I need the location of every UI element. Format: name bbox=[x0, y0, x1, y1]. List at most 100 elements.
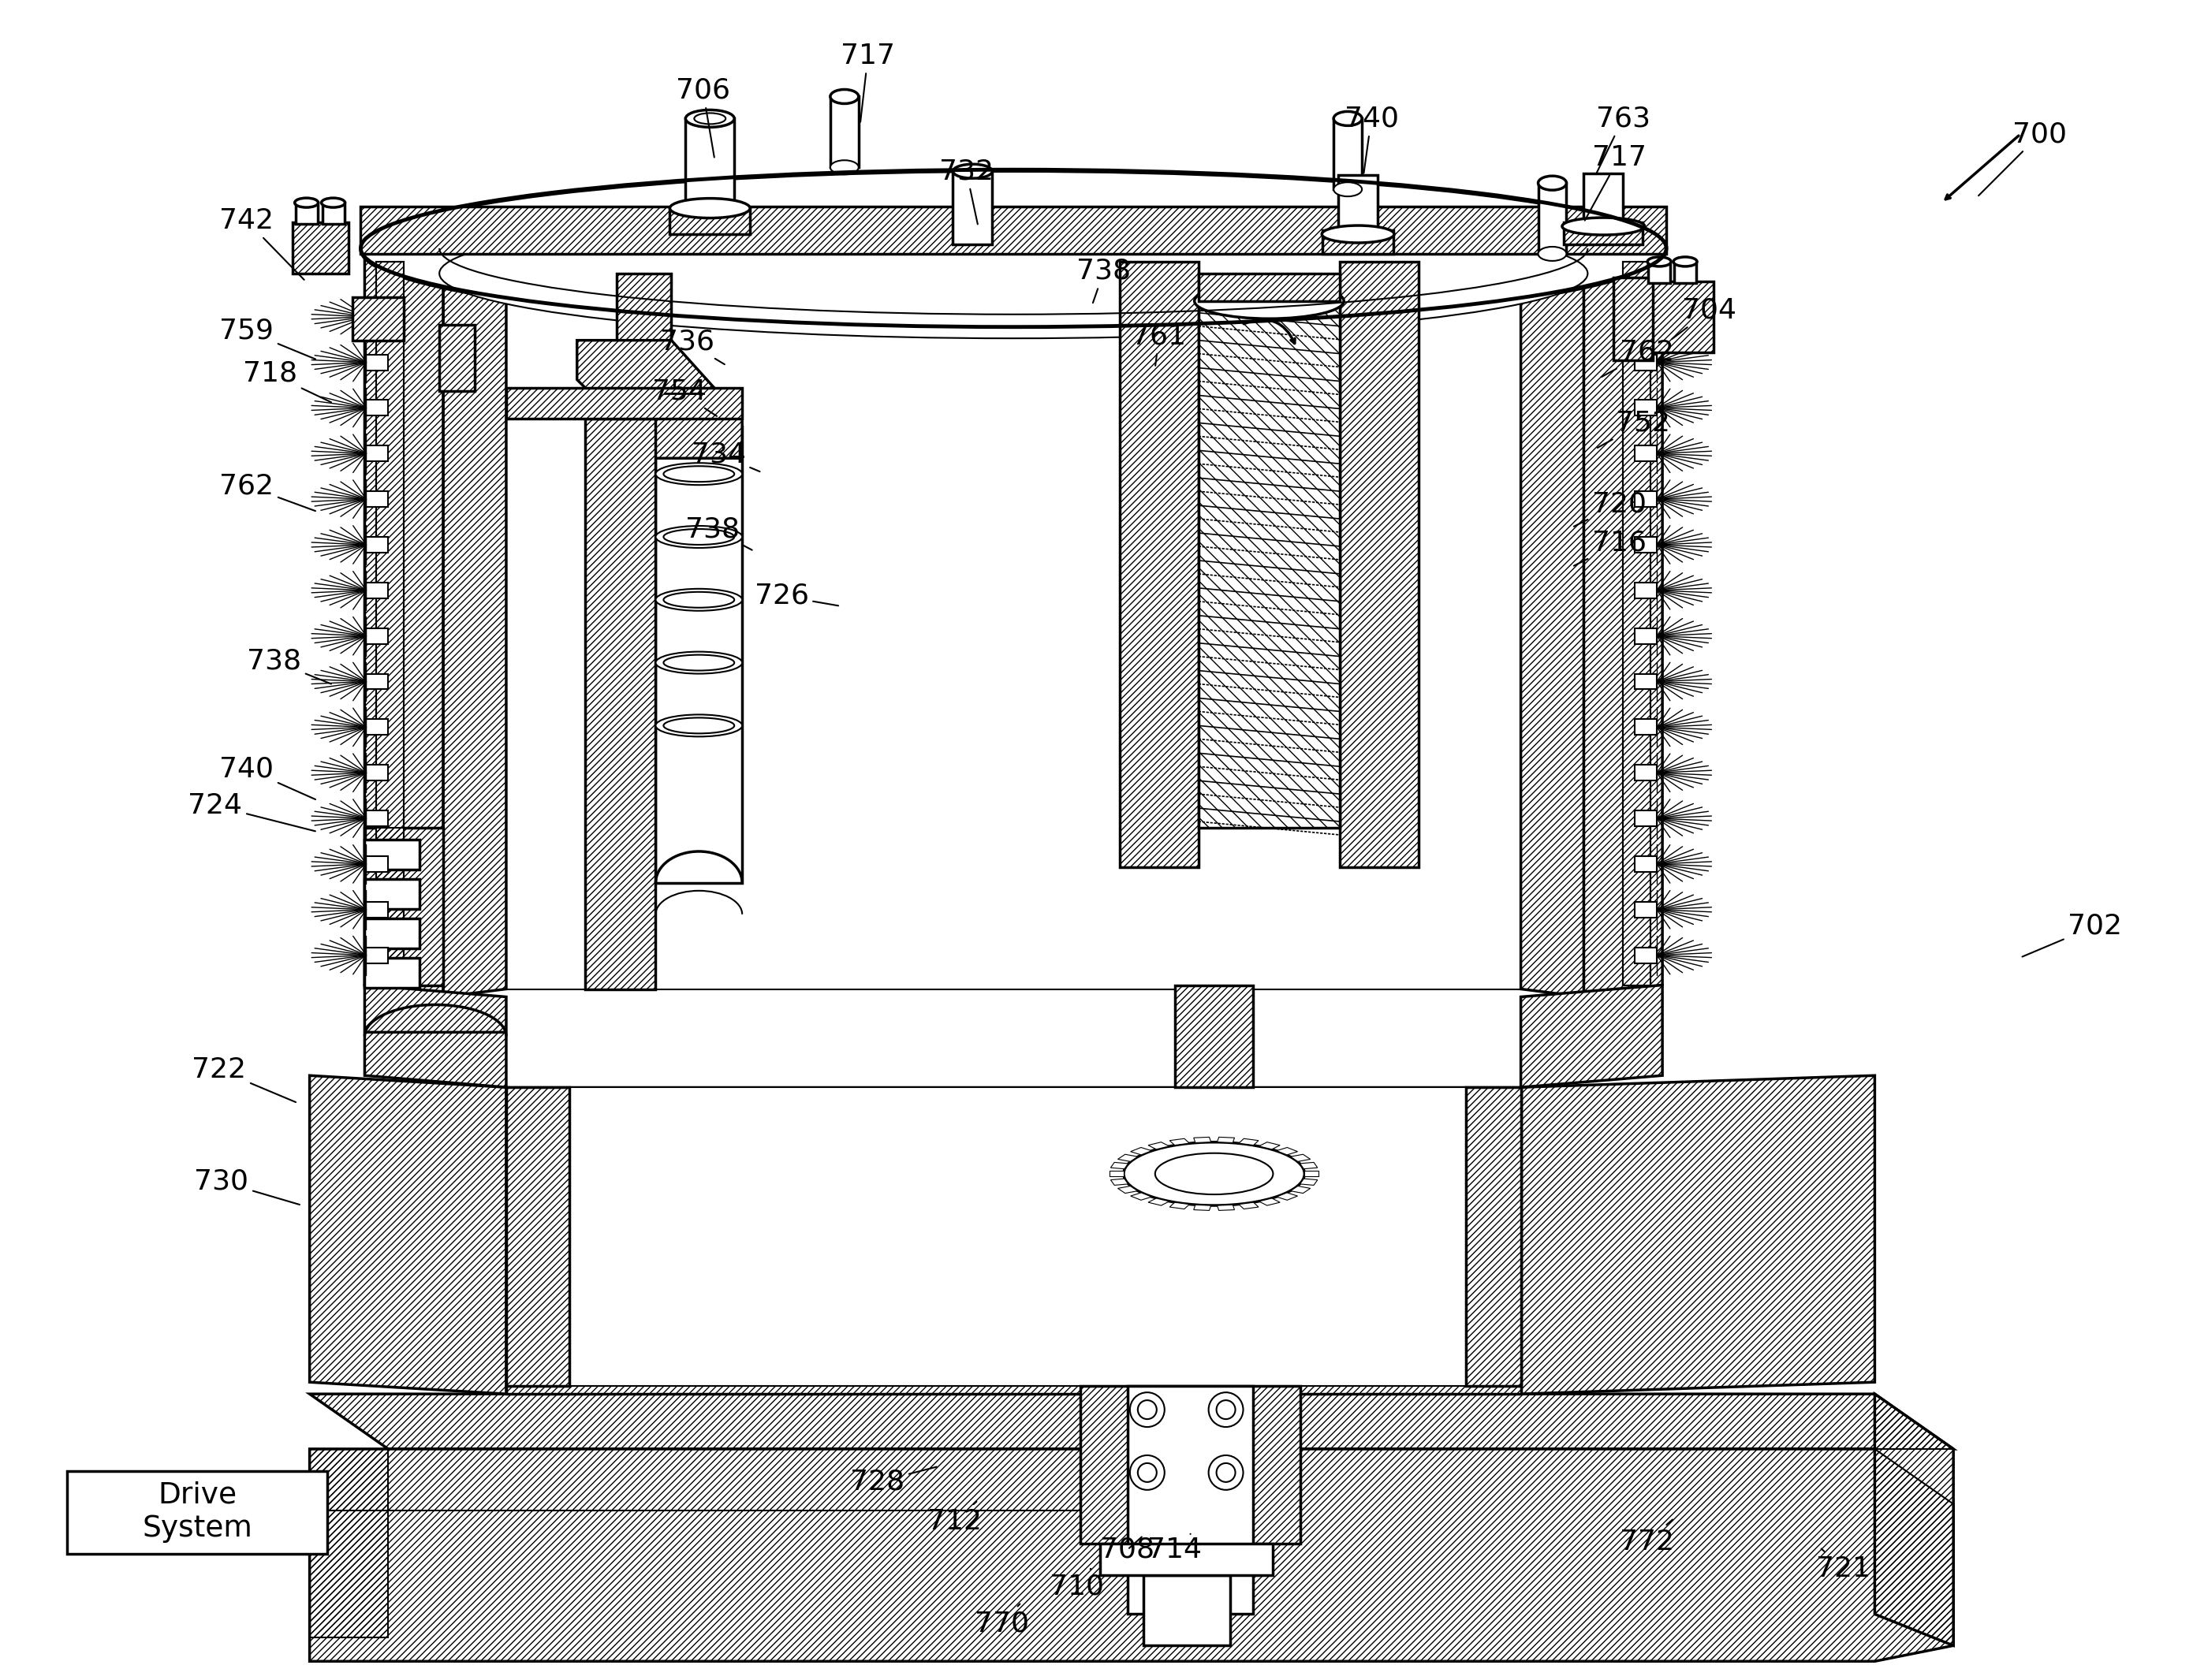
Polygon shape bbox=[831, 96, 860, 168]
Circle shape bbox=[1208, 1393, 1243, 1426]
Circle shape bbox=[1217, 1399, 1235, 1420]
Polygon shape bbox=[507, 1087, 570, 1386]
Polygon shape bbox=[1634, 810, 1658, 827]
Polygon shape bbox=[1217, 1137, 1235, 1142]
Text: 738: 738 bbox=[684, 516, 752, 549]
Text: 752: 752 bbox=[1597, 410, 1669, 449]
Ellipse shape bbox=[656, 526, 741, 548]
Ellipse shape bbox=[695, 113, 726, 124]
Text: 700: 700 bbox=[1978, 121, 2068, 195]
Polygon shape bbox=[1197, 274, 1340, 301]
Text: 722: 722 bbox=[193, 1057, 296, 1102]
Polygon shape bbox=[366, 948, 388, 963]
Polygon shape bbox=[360, 207, 1667, 254]
Ellipse shape bbox=[656, 714, 741, 736]
Ellipse shape bbox=[322, 198, 344, 207]
Text: 708: 708 bbox=[1101, 1536, 1156, 1562]
Polygon shape bbox=[616, 274, 671, 341]
Text: 728: 728 bbox=[851, 1467, 936, 1495]
Polygon shape bbox=[309, 1448, 1954, 1662]
Polygon shape bbox=[366, 583, 388, 598]
Polygon shape bbox=[1110, 1171, 1123, 1176]
Polygon shape bbox=[656, 427, 741, 884]
Polygon shape bbox=[366, 538, 388, 553]
Text: 761: 761 bbox=[1132, 323, 1186, 366]
Polygon shape bbox=[1132, 1147, 1151, 1154]
Polygon shape bbox=[309, 1394, 1954, 1448]
Circle shape bbox=[1129, 1393, 1164, 1426]
Polygon shape bbox=[292, 222, 349, 274]
Polygon shape bbox=[1259, 1142, 1281, 1149]
Text: 720: 720 bbox=[1575, 491, 1647, 526]
Polygon shape bbox=[1132, 1193, 1151, 1200]
Polygon shape bbox=[1276, 1193, 1298, 1200]
Polygon shape bbox=[1634, 857, 1658, 872]
Ellipse shape bbox=[1322, 225, 1395, 244]
Polygon shape bbox=[570, 1087, 1465, 1386]
Text: 716: 716 bbox=[1575, 529, 1647, 566]
Polygon shape bbox=[1127, 1386, 1254, 1614]
Polygon shape bbox=[366, 902, 388, 917]
FancyBboxPatch shape bbox=[68, 1472, 327, 1554]
Polygon shape bbox=[1634, 445, 1658, 462]
Polygon shape bbox=[1276, 1147, 1298, 1154]
Polygon shape bbox=[1537, 183, 1566, 254]
Polygon shape bbox=[296, 203, 318, 223]
Text: 762: 762 bbox=[1601, 339, 1673, 376]
Polygon shape bbox=[364, 828, 443, 984]
Polygon shape bbox=[443, 262, 507, 996]
Ellipse shape bbox=[1123, 1142, 1305, 1206]
Polygon shape bbox=[1340, 262, 1419, 867]
Text: 712: 712 bbox=[928, 1502, 982, 1536]
Circle shape bbox=[1138, 1399, 1156, 1420]
Polygon shape bbox=[1149, 1198, 1169, 1206]
Polygon shape bbox=[364, 879, 419, 909]
Text: Drive
System: Drive System bbox=[143, 1482, 252, 1542]
Polygon shape bbox=[1520, 1075, 1875, 1394]
Text: 762: 762 bbox=[219, 472, 316, 511]
Ellipse shape bbox=[686, 109, 735, 128]
Polygon shape bbox=[439, 324, 474, 391]
Polygon shape bbox=[1118, 1186, 1138, 1193]
Ellipse shape bbox=[1673, 257, 1697, 267]
Ellipse shape bbox=[831, 160, 860, 175]
Polygon shape bbox=[366, 400, 388, 415]
Text: 754: 754 bbox=[651, 378, 717, 417]
Ellipse shape bbox=[656, 652, 741, 674]
Polygon shape bbox=[1614, 277, 1654, 360]
Polygon shape bbox=[1634, 674, 1658, 689]
Text: 740: 740 bbox=[1344, 106, 1399, 173]
Polygon shape bbox=[1634, 538, 1658, 553]
Circle shape bbox=[1138, 1463, 1156, 1482]
Polygon shape bbox=[366, 354, 388, 370]
Polygon shape bbox=[1623, 262, 1651, 984]
Polygon shape bbox=[1875, 1394, 1954, 1646]
Polygon shape bbox=[1193, 1205, 1211, 1211]
Polygon shape bbox=[1121, 262, 1197, 867]
Polygon shape bbox=[1634, 764, 1658, 781]
Ellipse shape bbox=[360, 171, 1667, 329]
Ellipse shape bbox=[656, 588, 741, 612]
Polygon shape bbox=[1634, 400, 1658, 415]
Text: 742: 742 bbox=[219, 207, 305, 281]
Ellipse shape bbox=[954, 165, 991, 178]
Text: 740: 740 bbox=[219, 756, 316, 800]
Polygon shape bbox=[1169, 1139, 1189, 1146]
Polygon shape bbox=[322, 203, 344, 223]
Ellipse shape bbox=[831, 89, 860, 104]
Polygon shape bbox=[366, 719, 388, 736]
Polygon shape bbox=[366, 857, 388, 872]
Polygon shape bbox=[1110, 1179, 1127, 1184]
Polygon shape bbox=[1305, 1171, 1318, 1176]
Ellipse shape bbox=[1537, 247, 1566, 260]
Ellipse shape bbox=[1561, 218, 1645, 235]
Polygon shape bbox=[1634, 628, 1658, 643]
Text: 704: 704 bbox=[1671, 297, 1737, 339]
Text: 717: 717 bbox=[1586, 144, 1647, 220]
Text: 710: 710 bbox=[1048, 1569, 1103, 1599]
Text: 721: 721 bbox=[1816, 1549, 1871, 1583]
Polygon shape bbox=[507, 388, 741, 418]
Text: 738: 738 bbox=[1077, 257, 1132, 302]
Text: 718: 718 bbox=[243, 360, 331, 402]
Polygon shape bbox=[1520, 984, 1662, 1087]
